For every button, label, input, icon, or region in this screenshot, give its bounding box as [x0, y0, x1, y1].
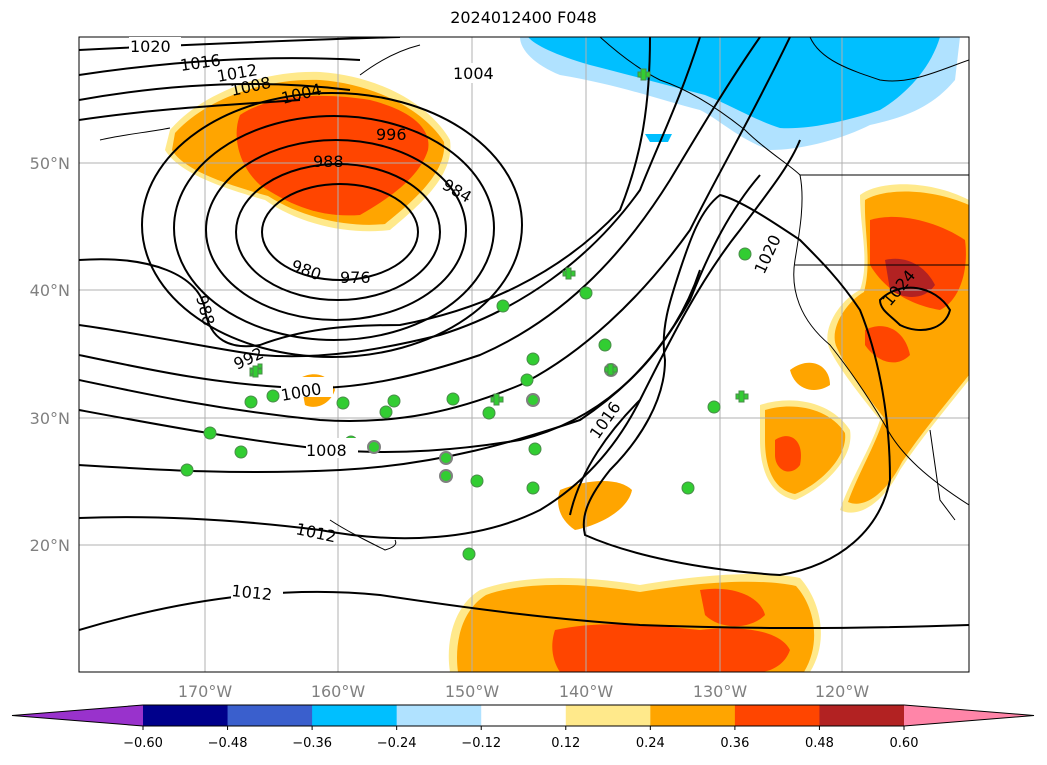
colorbar-segment	[396, 705, 482, 726]
colorbar-tick-label: 0.36	[720, 736, 749, 751]
colorbar-tick-label: 0.24	[636, 736, 665, 751]
isobars	[79, 37, 969, 631]
lat-tick-label: 50°N	[30, 154, 70, 173]
colorbar-tick-label: −0.24	[377, 736, 417, 751]
colorbar-segment	[650, 705, 736, 726]
colorbar-segment	[312, 705, 398, 726]
lat-tick-label: 30°N	[30, 409, 70, 428]
plot-frame	[78, 36, 970, 673]
colorbar-tick-label: −0.48	[208, 736, 248, 751]
colorbar-tick-label: −0.36	[292, 736, 332, 751]
longitude-axis: 170°W 160°W 150°W 140°W 130°W 120°W	[178, 682, 870, 701]
contour-label: 1012	[231, 581, 273, 604]
colorbar-segment	[734, 705, 820, 726]
latitude-axis: 50°N 40°N 30°N 20°N	[30, 154, 70, 555]
lon-tick-label: 150°W	[445, 682, 500, 701]
colorbar-segment	[819, 705, 905, 726]
lon-tick-label: 160°W	[311, 682, 366, 701]
contour-label: 988	[313, 152, 344, 171]
colorbar-extend-high	[904, 705, 1034, 726]
lon-tick-label: 140°W	[559, 682, 614, 701]
colorbar-segment	[565, 705, 651, 726]
colorbar-tick-label: 0.48	[805, 736, 834, 751]
positive-anomaly-tropics	[448, 574, 821, 672]
colorbar-extend-low	[12, 705, 143, 726]
colorbar-tick-label: −0.12	[461, 736, 501, 751]
lon-tick-label: 120°W	[815, 682, 870, 701]
contour-label: 976	[340, 268, 371, 287]
colorbar: −0.60 −0.48 −0.36 −0.24 −0.12 0.12 0.24 0.36 0.4…	[11, 704, 1035, 751]
positive-anomaly-southwest-us	[790, 184, 969, 513]
coastlines	[99, 37, 969, 551]
contour-label: 1008	[306, 441, 347, 460]
negative-anomaly-north	[520, 37, 960, 150]
station-markers	[180, 68, 752, 561]
colorbar-segment	[227, 705, 313, 726]
lat-tick-label: 40°N	[30, 281, 70, 300]
lat-tick-label: 20°N	[30, 536, 70, 555]
graticule	[79, 37, 969, 672]
contour-label: 996	[376, 125, 407, 144]
colorbar-tick-label: 0.12	[551, 736, 580, 751]
lon-tick-label: 130°W	[693, 682, 748, 701]
positive-anomaly-subtropics	[300, 374, 851, 530]
colorbar-segment	[481, 705, 567, 726]
contour-label: 1020	[130, 37, 171, 56]
chart-title: 2024012400 F048	[450, 8, 597, 27]
lon-tick-label: 170°W	[178, 682, 233, 701]
colorbar-tick-label: 0.60	[890, 736, 919, 751]
contour-label: 1004	[453, 64, 494, 83]
colorbar-tick-label: −0.60	[123, 736, 163, 751]
colorbar-segment	[143, 705, 229, 726]
